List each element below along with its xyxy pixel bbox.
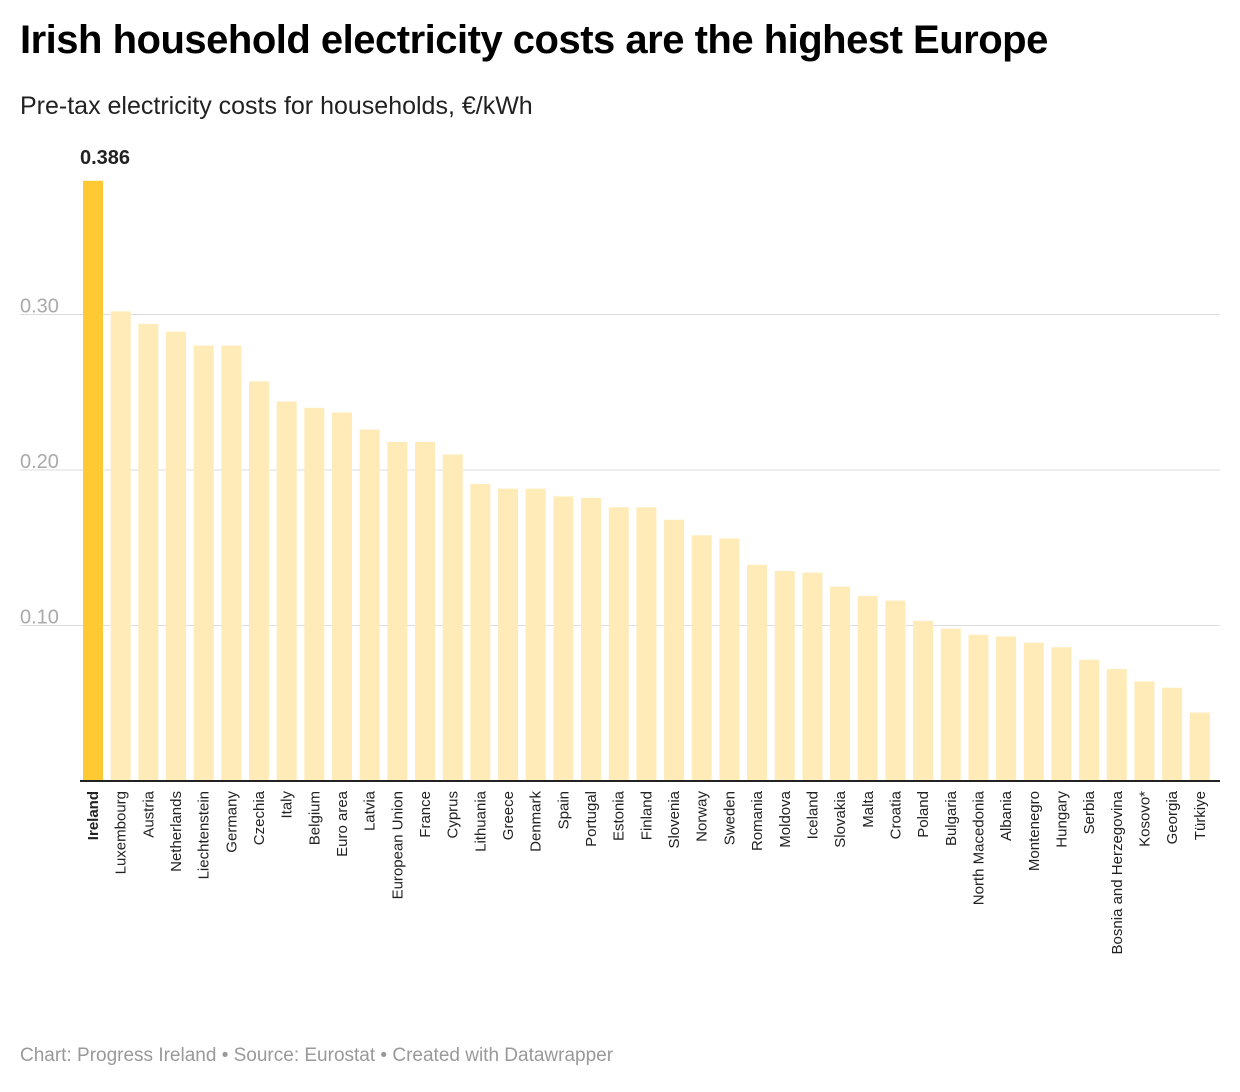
x-tick-label: Italy [279,791,296,819]
bar-malta [857,595,878,781]
x-tick-label: Spain [555,791,572,829]
x-tick-label: Georgia [1164,790,1181,844]
bar-iceland [802,572,823,781]
x-tick-label: Austria [140,790,157,837]
bar-germany [221,345,242,781]
bar-hungary [1051,647,1072,781]
x-tick-label: Poland [915,791,932,838]
bar-poland [913,620,934,781]
bar-france [415,442,436,781]
bar-latvia [359,429,380,781]
x-tick-label: Bosnia and Herzegovina [1109,790,1126,954]
x-tick-label: Moldova [777,790,794,847]
bar-belgium [304,407,325,781]
bar-finland [636,507,657,781]
bar-liechtenstein [193,345,214,781]
x-tick-label: Serbia [1081,790,1098,834]
x-tick-label: Slovakia [832,790,849,847]
bar-t-rkiye [1189,712,1210,781]
x-tick-label: Iceland [804,791,821,839]
bar-bosnia-and-herzegovina [1106,669,1127,781]
chart-title: Irish household electricity costs are th… [20,18,1048,62]
x-tick-label: Liechtenstein [196,791,213,879]
x-tick-label: Sweden [721,791,738,845]
bar-montenegro [1023,642,1044,781]
x-tick-label: Hungary [1053,791,1070,848]
bar-slovenia [664,519,685,781]
chart-footer: Chart: Progress Ireland • Source: Eurost… [20,1045,614,1066]
x-tick-label: Czechia [251,790,268,845]
x-tick-label: Cyprus [445,791,462,839]
bar-albania [996,636,1017,781]
x-tick-label: European Union [389,791,406,899]
x-tick-label: Norway [694,791,711,842]
bar-estonia [608,507,629,781]
x-tick-label: Kosovo* [1136,791,1153,847]
bar-luxembourg [110,311,131,781]
x-tick-label: Germany [223,791,240,853]
x-tick-label: Croatia [887,790,904,839]
bar-austria [138,323,159,781]
y-tick-label: 0.30 [20,296,59,318]
x-tick-label: North Macedonia [970,790,987,905]
bar-ireland [83,180,103,781]
bar-bulgaria [940,628,961,781]
x-tick-label: Denmark [528,791,545,852]
x-tick-label: Latvia [362,790,379,831]
bar-netherlands [166,331,187,781]
data-label: 0.386 [80,147,130,169]
x-tick-label: Euro area [334,790,351,857]
x-tick-label: Belgium [306,791,323,845]
x-tick-label: Türkiye [1192,791,1209,840]
x-tick-label: Luxembourg [113,791,130,874]
x-tick-label: France [417,791,434,838]
x-tick-label: Malta [860,790,877,827]
bar-european-union [387,442,408,781]
y-tick-label: 0.10 [20,607,59,629]
bar-moldova [774,571,795,781]
y-tick-label: 0.20 [20,451,59,473]
x-tick-label: Estonia [611,790,628,841]
bar-portugal [581,497,602,781]
x-tick-label: Greece [500,791,517,840]
bar-euro-area [332,412,353,781]
bar-italy [276,401,297,781]
chart-subtitle: Pre-tax electricity costs for households… [20,92,533,120]
bar-north-macedonia [968,634,989,781]
x-tick-label: Slovenia [666,790,683,848]
bar-norway [691,535,712,781]
bar-slovakia [830,586,851,781]
bar-serbia [1079,659,1100,781]
bar-chart: 0.10 0.20 0.30 Ireland 0.386 Luxembourg Austri… [20,147,1220,954]
bar-georgia [1162,687,1183,781]
bar-cyprus [442,454,463,781]
x-tick-label: Netherlands [168,791,185,872]
x-tick-label: Finland [638,791,655,840]
x-tick-label: Lithuania [472,790,489,852]
bar-spain [553,496,574,781]
bar-greece [498,488,519,781]
bar-sweden [719,538,740,781]
x-tick-label: Portugal [583,791,600,847]
x-tick-label: Bulgaria [943,790,960,846]
bar-croatia [885,600,906,781]
bar-denmark [525,488,546,781]
bar-romania [747,564,768,781]
x-tick-label: Romania [749,790,766,851]
x-tick-label: Montenegro [1026,791,1043,871]
bar-lithuania [470,483,491,781]
bar-kosovo- [1134,681,1155,781]
bar-czechia [249,381,270,781]
x-tick-label: Albania [998,790,1015,841]
x-tick-label: Ireland [85,791,102,840]
